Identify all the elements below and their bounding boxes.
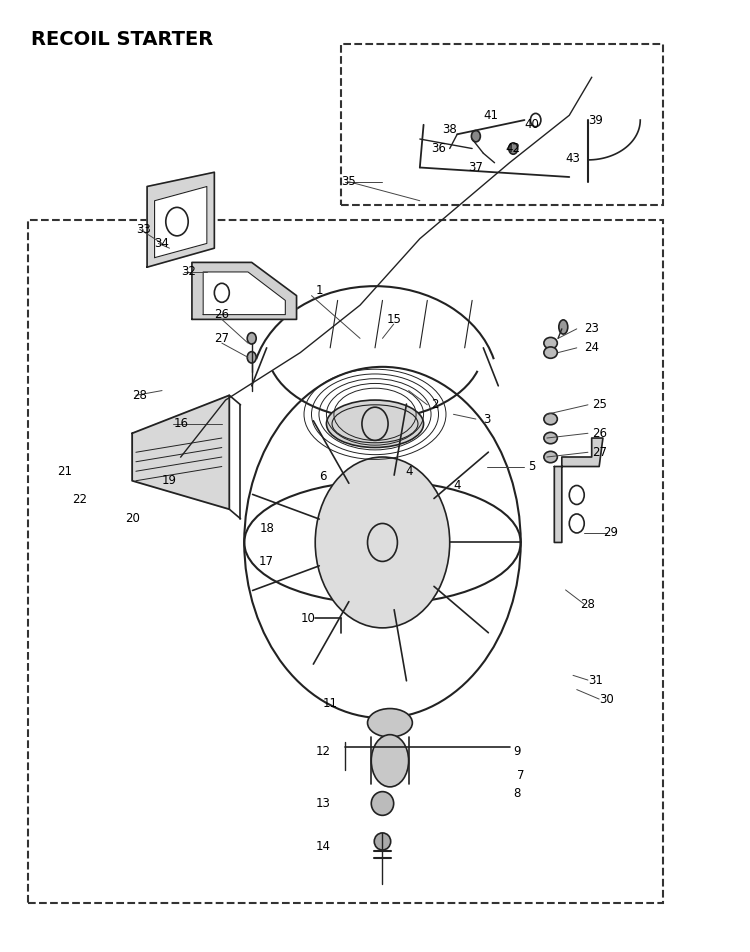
Text: 6: 6 [319,469,326,483]
Ellipse shape [544,432,557,444]
Text: 3: 3 [484,412,490,426]
Polygon shape [203,272,285,314]
Text: 28: 28 [580,598,596,610]
Text: 30: 30 [599,692,614,705]
Text: 34: 34 [154,237,170,250]
Ellipse shape [544,413,557,425]
Text: 22: 22 [72,493,87,506]
Text: 27: 27 [592,446,607,459]
Polygon shape [147,172,214,268]
Text: 28: 28 [132,388,147,402]
Ellipse shape [559,320,568,334]
Polygon shape [192,263,296,319]
Text: 31: 31 [588,674,603,686]
Text: 9: 9 [513,744,520,758]
Text: 40: 40 [524,118,539,131]
Text: RECOIL STARTER: RECOIL STARTER [32,30,214,49]
Text: 26: 26 [592,426,607,440]
Ellipse shape [544,347,557,358]
Text: 43: 43 [566,151,580,165]
Ellipse shape [509,143,518,154]
Text: 4: 4 [454,479,461,492]
Text: 8: 8 [513,787,520,801]
Text: 5: 5 [528,460,536,473]
Text: 2: 2 [431,398,439,411]
Ellipse shape [368,708,413,737]
Text: 39: 39 [588,113,603,127]
Text: 33: 33 [136,223,151,236]
Text: 38: 38 [442,123,457,136]
Text: 29: 29 [603,526,618,540]
Text: 18: 18 [260,522,274,535]
Text: 41: 41 [483,109,498,122]
Text: 12: 12 [315,744,330,758]
Ellipse shape [248,351,256,363]
Text: 19: 19 [162,474,177,487]
Text: 7: 7 [517,768,524,782]
Text: 10: 10 [300,612,315,625]
Polygon shape [132,395,230,509]
Text: 16: 16 [173,417,188,430]
Text: 17: 17 [260,555,274,568]
Text: 36: 36 [431,142,446,155]
Text: 25: 25 [592,398,607,411]
Text: 21: 21 [58,465,73,478]
Text: 37: 37 [469,161,483,174]
Text: 35: 35 [341,175,356,188]
Polygon shape [154,187,207,258]
Ellipse shape [371,792,394,815]
Ellipse shape [326,400,424,447]
Ellipse shape [315,457,450,628]
Text: 26: 26 [214,308,230,321]
Text: 13: 13 [315,797,330,810]
Ellipse shape [472,130,480,142]
Text: 27: 27 [214,332,230,345]
Text: 20: 20 [124,512,140,526]
Ellipse shape [374,833,391,850]
Ellipse shape [371,735,409,787]
Text: 24: 24 [584,342,599,354]
Text: 4: 4 [405,465,412,478]
Text: 23: 23 [584,323,599,335]
Text: 32: 32 [181,266,196,278]
Text: 11: 11 [322,697,338,710]
Text: 1: 1 [315,285,322,297]
Ellipse shape [544,337,557,348]
Text: 14: 14 [315,840,330,853]
Ellipse shape [544,451,557,463]
Polygon shape [554,438,603,543]
Text: 15: 15 [386,313,401,326]
Ellipse shape [248,332,256,344]
Text: 42: 42 [506,142,520,155]
